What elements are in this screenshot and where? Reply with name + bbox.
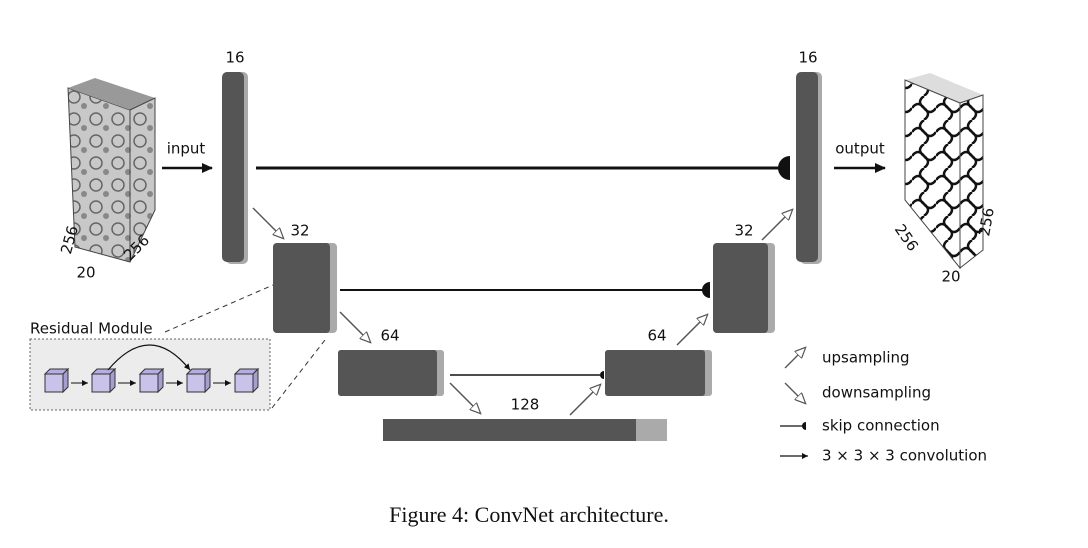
upsampling-arrow bbox=[676, 315, 707, 346]
upsampling-arrow bbox=[761, 210, 792, 241]
upsampling-arrow bbox=[569, 385, 600, 416]
layer-label: 64 bbox=[380, 327, 399, 345]
zoom-line bbox=[164, 284, 274, 333]
layer bbox=[338, 350, 437, 396]
layer-label: 128 bbox=[511, 396, 540, 414]
legend-label: downsampling bbox=[822, 384, 931, 402]
layer-label: 64 bbox=[647, 327, 666, 345]
layer-label: 32 bbox=[290, 222, 309, 240]
dim-label: 20 bbox=[76, 264, 95, 282]
cube-part bbox=[186, 373, 206, 393]
dim-label: 256 bbox=[975, 206, 998, 237]
dim-label: 256 bbox=[57, 224, 82, 256]
downsampling-arrow bbox=[252, 207, 283, 238]
dim-label: 20 bbox=[941, 268, 960, 286]
input-volume bbox=[67, 78, 156, 263]
zoom-line bbox=[271, 339, 326, 409]
output-volume bbox=[904, 73, 984, 270]
legend-label: skip connection bbox=[822, 417, 940, 435]
layer-label: 32 bbox=[734, 222, 753, 240]
caption: Figure 4: ConvNet architecture. bbox=[389, 502, 669, 527]
cube-part bbox=[109, 367, 116, 394]
output-label: output bbox=[835, 140, 885, 158]
cube-part bbox=[234, 373, 254, 393]
input-label: input bbox=[167, 140, 206, 158]
layer bbox=[273, 243, 330, 333]
cube-part bbox=[62, 367, 69, 394]
layer bbox=[796, 72, 818, 262]
residual-arc bbox=[107, 344, 191, 371]
downsampling-arrow bbox=[449, 382, 480, 413]
residual-title: Residual Module bbox=[30, 320, 153, 338]
layer-label: 16 bbox=[225, 49, 244, 67]
legend-icon bbox=[802, 422, 806, 430]
cube-part bbox=[44, 373, 64, 393]
downsampling-arrow bbox=[339, 311, 370, 342]
dim-label: 256 bbox=[891, 221, 922, 255]
legend-icon bbox=[784, 382, 805, 403]
cube-part bbox=[252, 367, 259, 394]
cube-part bbox=[91, 373, 111, 393]
legend-icon bbox=[784, 348, 805, 369]
layer bbox=[713, 243, 768, 333]
legend-label: upsampling bbox=[822, 349, 910, 367]
layer-label: 16 bbox=[798, 49, 817, 67]
layer bbox=[383, 419, 636, 441]
layer bbox=[222, 72, 244, 262]
legend-label: 3 × 3 × 3 convolution bbox=[822, 447, 987, 465]
layer bbox=[605, 350, 705, 396]
cube-part bbox=[204, 367, 211, 394]
cube-part bbox=[157, 367, 164, 394]
skip-head bbox=[702, 282, 710, 298]
skip-head bbox=[778, 156, 790, 180]
cube-part bbox=[139, 373, 159, 393]
skip-head bbox=[600, 371, 604, 379]
residual-cubes bbox=[43, 367, 260, 394]
